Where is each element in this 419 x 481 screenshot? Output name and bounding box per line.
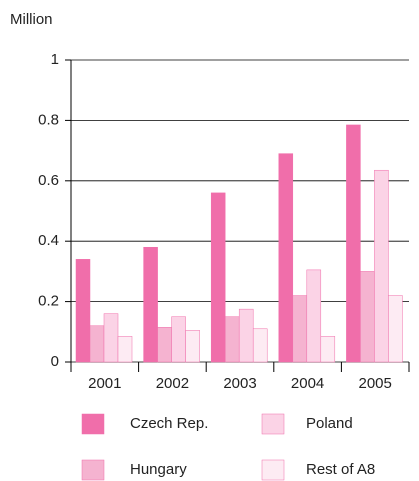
bar [306, 269, 322, 363]
bar [320, 336, 336, 363]
bar [103, 313, 119, 363]
bar [360, 271, 375, 363]
y-tick-label: 0.2 [38, 293, 59, 310]
bar [224, 316, 240, 363]
bar [185, 330, 200, 363]
x-tick-label: 2002 [156, 375, 189, 392]
legend-label: Poland [306, 415, 353, 432]
bar [346, 124, 361, 363]
bar [157, 327, 172, 363]
legend-swatch [81, 459, 105, 481]
y-tick-label: 0.4 [38, 232, 59, 249]
bar [388, 295, 403, 363]
bar [210, 192, 226, 363]
y-tick-label: 0 [51, 353, 59, 370]
legend-swatch [81, 413, 105, 435]
legend-swatch [261, 413, 285, 435]
bar [117, 336, 133, 363]
bar [252, 328, 268, 363]
y-tick-label: 0.8 [38, 111, 59, 128]
x-tick-label: 2003 [223, 375, 256, 392]
bar [292, 295, 308, 363]
y-axis-label: Million [10, 11, 53, 28]
bar [171, 316, 186, 363]
legend-label: Hungary [130, 461, 187, 478]
x-tick-label: 2001 [88, 375, 121, 392]
legend-swatch [261, 459, 285, 481]
bar [278, 153, 294, 363]
bar [374, 169, 389, 363]
legend-label: Czech Rep. [130, 415, 208, 432]
x-tick-label: 2005 [359, 375, 392, 392]
bar [143, 246, 158, 363]
y-tick-label: 0.6 [38, 172, 59, 189]
bar [75, 259, 91, 363]
bar [238, 308, 254, 363]
bar [89, 325, 105, 363]
x-tick-label: 2004 [291, 375, 324, 392]
legend-label: Rest of A8 [306, 461, 375, 478]
y-tick-label: 1 [51, 51, 59, 68]
